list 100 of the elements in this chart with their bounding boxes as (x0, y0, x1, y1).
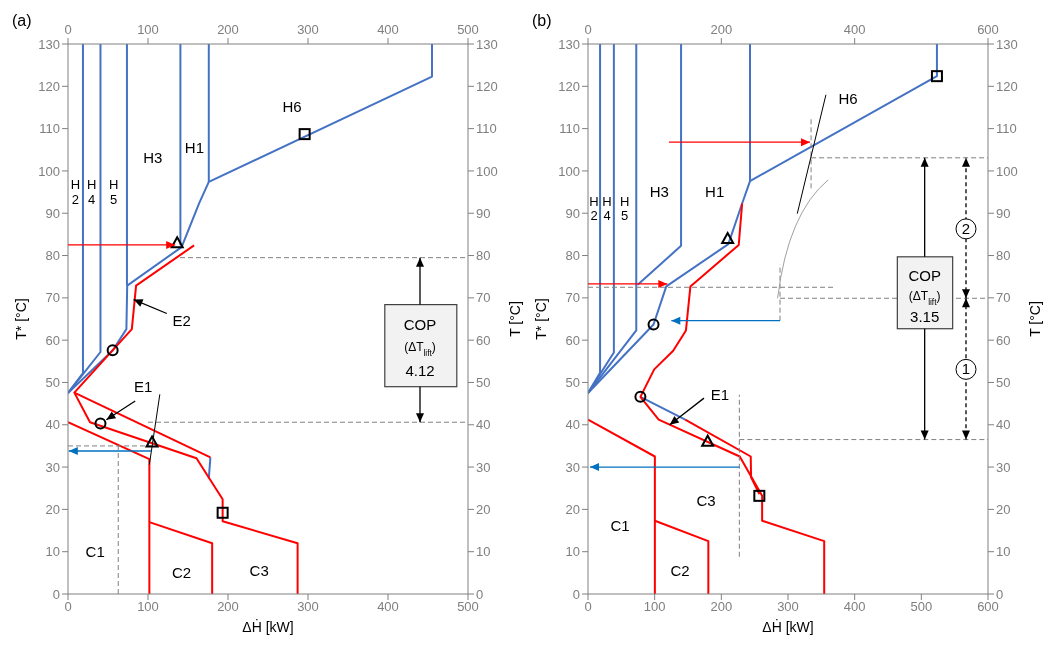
annotation: C1 (610, 517, 630, 535)
annotation: C3 (696, 491, 716, 509)
y2-tick-label: 100 (996, 163, 1018, 179)
annotation: C2 (172, 563, 192, 581)
y2-axis-title: T [°C] (1027, 301, 1043, 337)
x-tick-label: 400 (377, 599, 399, 615)
y-tick-label: 130 (38, 36, 60, 52)
y-tick-label: 110 (559, 121, 580, 137)
annotation: H1 (705, 183, 725, 201)
annotation: E1 (134, 377, 153, 395)
y2-axis-title: T [°C] (507, 301, 523, 337)
y-tick-label: 60 (565, 332, 580, 348)
annotation: H4 (602, 193, 612, 224)
chart-title: (b) (532, 12, 552, 29)
y-tick-label: 40 (45, 417, 60, 433)
annotation: H3 (649, 183, 669, 201)
x2-tick-label: 200 (217, 22, 239, 37)
y-tick-label: 60 (45, 332, 60, 348)
y2-tick-label: 110 (476, 121, 497, 137)
y2-tick-label: 50 (476, 375, 491, 391)
annotation: C2 (670, 561, 690, 579)
y2-tick-label: 30 (476, 459, 491, 475)
x2-tick-label: 400 (377, 22, 399, 37)
y-tick-label: 120 (558, 78, 580, 94)
y-tick-label: 110 (39, 121, 60, 137)
x-tick-label: 100 (137, 599, 159, 615)
x-axis-title: ΔḢ [kW] (762, 618, 814, 635)
y-tick-label: 40 (565, 417, 580, 433)
x-tick-label: 500 (910, 599, 933, 615)
y-tick-label: 70 (45, 290, 60, 306)
y2-tick-label: 50 (996, 375, 1011, 391)
y2-tick-label: 10 (996, 544, 1011, 560)
annotation: (ΔT$_{lift}$) (908, 289, 941, 308)
annotation: E1 (710, 386, 730, 404)
x2-tick-label: 200 (710, 22, 733, 37)
annotation: C3 (249, 561, 269, 579)
x-tick-label: 0 (584, 599, 592, 615)
x-tick-label: 300 (297, 599, 319, 615)
x-tick-label: 100 (643, 599, 666, 615)
y-tick-label: 80 (45, 248, 60, 264)
y-tick-label: 0 (572, 586, 580, 602)
annotation: 2 (961, 219, 971, 237)
y2-tick-label: 90 (996, 205, 1011, 221)
y2-tick-label: 10 (476, 544, 491, 560)
annotation: H2 (70, 176, 81, 207)
y2-tick-label: 0 (476, 586, 484, 602)
annotation: 1 (961, 360, 971, 378)
y-tick-label: 90 (45, 205, 60, 221)
annotation: H5 (619, 193, 630, 224)
annotation: COP (908, 266, 941, 284)
y-tick-label: 100 (558, 163, 580, 179)
x2-tick-label: 400 (843, 22, 866, 37)
chart-title: (a) (12, 12, 32, 29)
y-axis-title: T* [°C] (13, 298, 29, 340)
y-tick-label: 100 (38, 163, 60, 179)
y-tick-label: 20 (45, 502, 60, 517)
y2-tick-label: 40 (996, 417, 1011, 433)
y2-tick-label: 130 (996, 36, 1018, 52)
x-tick-label: 0 (64, 599, 72, 615)
y2-tick-label: 80 (996, 248, 1011, 264)
annotation: H6 (838, 90, 858, 107)
x2-tick-label: 100 (137, 22, 159, 37)
x2-tick-label: 300 (297, 22, 319, 37)
x2-tick-label: 0 (584, 22, 592, 37)
annotation: H1 (184, 138, 204, 156)
x2-tick-label: 500 (457, 22, 479, 37)
y-tick-label: 10 (565, 544, 580, 560)
x-tick-label: 300 (777, 599, 799, 615)
y2-tick-label: 120 (476, 78, 498, 94)
y2-tick-label: 20 (996, 502, 1011, 517)
y2-tick-label: 70 (996, 290, 1011, 306)
y-axis-title: T* [°C] (533, 298, 549, 340)
y2-tick-label: 130 (476, 36, 498, 52)
y2-tick-label: 70 (476, 290, 491, 306)
x-axis-title: ΔḢ [kW] (242, 618, 294, 635)
y-tick-label: 30 (565, 459, 580, 475)
y2-tick-label: 30 (996, 459, 1011, 475)
annotation: E2 (172, 312, 191, 330)
x2-tick-label: 0 (64, 22, 72, 37)
y-tick-label: 0 (52, 586, 60, 602)
y2-tick-label: 0 (996, 586, 1004, 602)
y-tick-label: 80 (565, 248, 580, 264)
annotation: (ΔT$_{lift}$) (404, 340, 436, 359)
y-tick-label: 120 (38, 78, 60, 94)
y-tick-label: 130 (558, 36, 580, 52)
y-tick-label: 30 (45, 459, 60, 475)
x-tick-label: 200 (217, 599, 239, 615)
annotation: COP (403, 316, 437, 334)
y-tick-label: 50 (45, 375, 60, 391)
x-tick-label: 400 (843, 599, 866, 615)
x2-tick-label: 600 (977, 22, 999, 37)
annotation: 4.12 (405, 362, 435, 380)
y2-tick-label: 60 (996, 332, 1011, 348)
y2-tick-label: 20 (476, 502, 491, 517)
annotation: H3 (143, 149, 163, 167)
annotation: H6 (282, 98, 302, 116)
y-tick-label: 70 (565, 290, 580, 306)
y2-tick-label: 80 (476, 248, 491, 264)
x-tick-label: 500 (457, 599, 479, 615)
annotation: H2 (589, 193, 599, 224)
